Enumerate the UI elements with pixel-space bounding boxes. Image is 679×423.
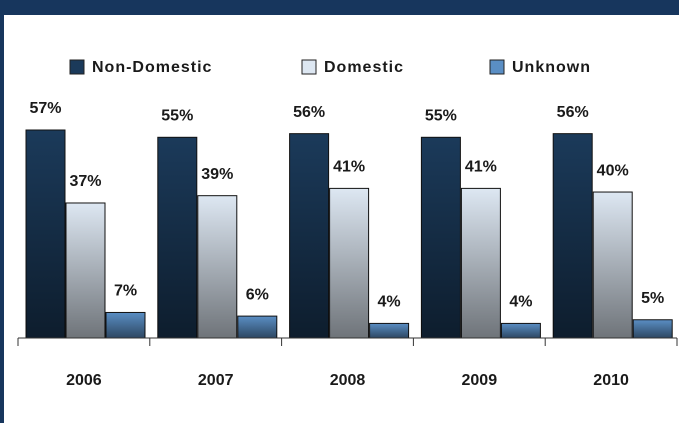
data-label: 56% [293,104,325,121]
bar-shade [461,188,501,338]
data-label: 41% [333,159,365,176]
bar-shade [237,316,277,338]
data-label: 55% [161,108,193,125]
bar-shade [66,202,105,338]
x-tick-label: 2009 [462,372,498,389]
bar-shade [329,188,369,338]
bar-shade [593,192,633,338]
bar-shade [106,312,145,338]
header-band [0,0,679,15]
bar-shade [553,133,593,338]
bar-shade [26,130,65,338]
bar-shade [633,319,673,338]
data-label: 39% [201,166,233,183]
bar-shade [289,133,329,338]
data-label: 6% [246,286,269,303]
legend-swatch [301,59,317,75]
legend-text: Non-Domestic [92,59,212,76]
data-label: 41% [465,159,497,176]
bar-shade [501,323,541,338]
data-label: 7% [114,283,137,300]
bar-shade [421,137,461,338]
data-label: 40% [597,162,629,179]
data-label: 4% [509,294,532,311]
bar-shade [157,137,197,338]
data-label: 55% [425,108,457,125]
legend-text: Unknown [512,59,591,76]
data-label: 56% [557,104,589,121]
legend-text: Domestic [324,59,404,76]
x-tick-label: 2008 [330,372,366,389]
legend-swatch [489,59,505,75]
x-tick-label: 2007 [198,372,234,389]
x-tick-label: 2010 [593,372,629,389]
bar-shade [369,323,409,338]
data-label: 37% [69,173,101,190]
legend-swatch [69,59,85,75]
data-label: 4% [378,294,401,311]
data-label: 5% [641,290,664,307]
data-label: 57% [29,100,61,117]
left-border [0,0,4,423]
x-tick-label: 2006 [66,372,102,389]
bar-shade [197,195,237,338]
